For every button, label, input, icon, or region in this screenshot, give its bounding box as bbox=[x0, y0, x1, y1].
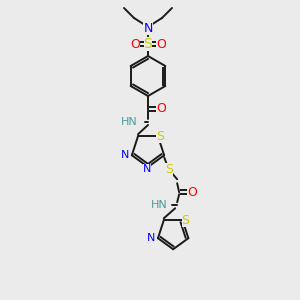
Text: O: O bbox=[130, 38, 140, 50]
Text: O: O bbox=[156, 103, 166, 116]
Text: N: N bbox=[143, 22, 153, 34]
Text: HN: HN bbox=[150, 200, 167, 210]
Text: N: N bbox=[121, 150, 129, 160]
Text: O: O bbox=[187, 186, 197, 199]
Text: N: N bbox=[143, 164, 151, 174]
Text: N: N bbox=[147, 233, 155, 243]
Text: HN: HN bbox=[121, 117, 138, 127]
Text: S: S bbox=[182, 214, 190, 227]
Text: S: S bbox=[144, 37, 152, 51]
Text: O: O bbox=[156, 38, 166, 50]
Text: S: S bbox=[165, 163, 173, 176]
Text: S: S bbox=[156, 130, 164, 143]
